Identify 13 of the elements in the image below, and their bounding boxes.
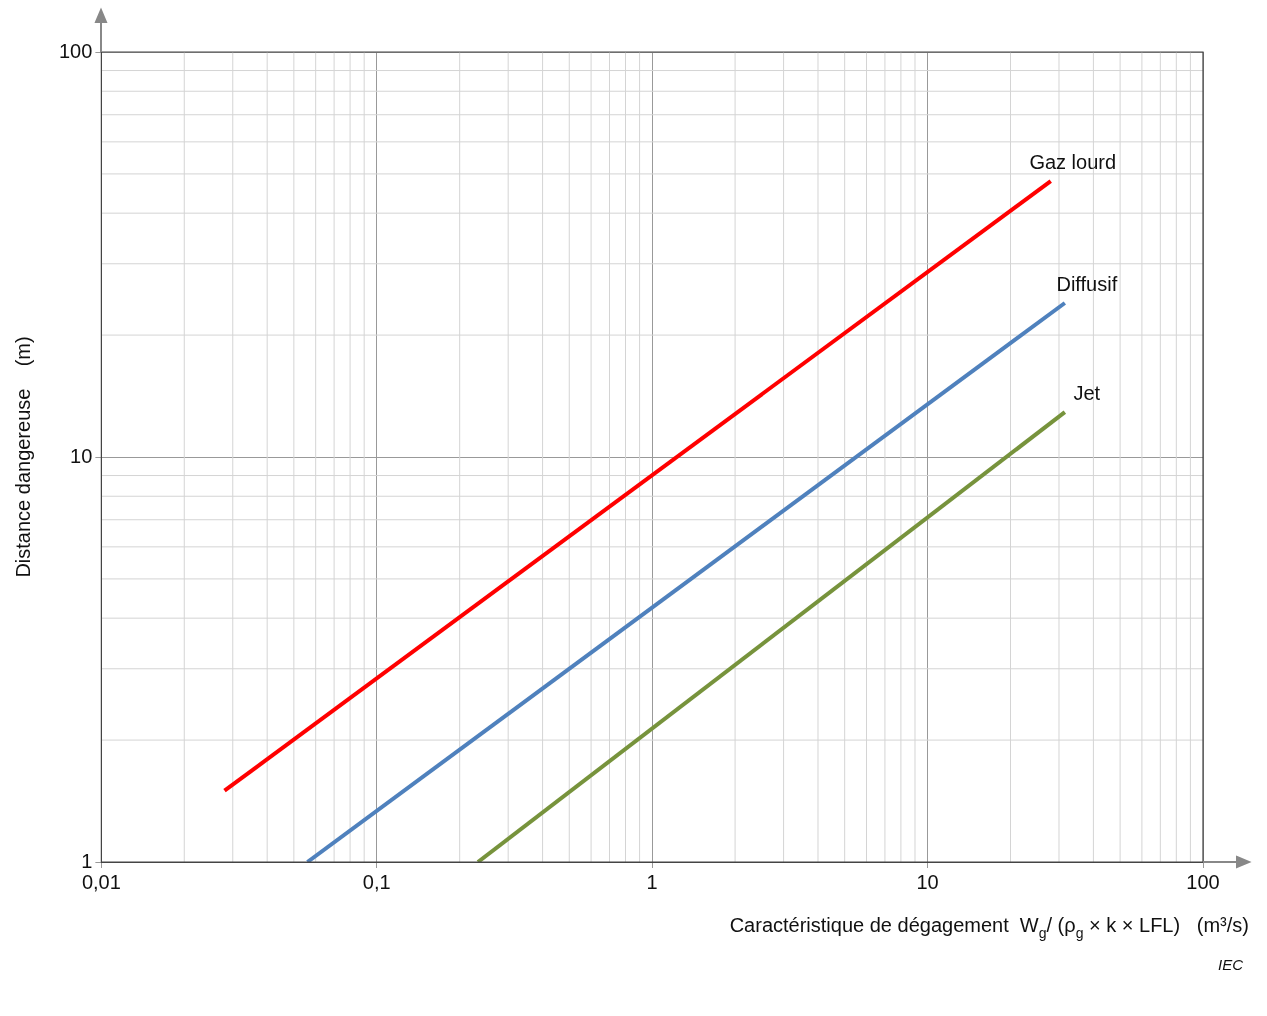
series-label: Gaz lourd xyxy=(1029,150,1117,173)
series-label: Jet xyxy=(1073,381,1101,404)
text: IEC xyxy=(1217,956,1244,973)
series-label: Diffusif xyxy=(1056,272,1118,295)
x-tick-label: 1 xyxy=(646,870,658,893)
x-tick-label: 0,01 xyxy=(81,870,121,893)
y-tick-label: 1 xyxy=(81,849,93,872)
y-tick-label: 10 xyxy=(70,444,93,467)
y-tick-label: 100 xyxy=(58,39,93,62)
x-tick-label: 10 xyxy=(916,870,939,893)
x-tick-label: 0,1 xyxy=(362,870,391,893)
x-tick-label: 100 xyxy=(1186,870,1220,893)
y-axis-title: Distance dangereuse (m) xyxy=(11,336,34,578)
